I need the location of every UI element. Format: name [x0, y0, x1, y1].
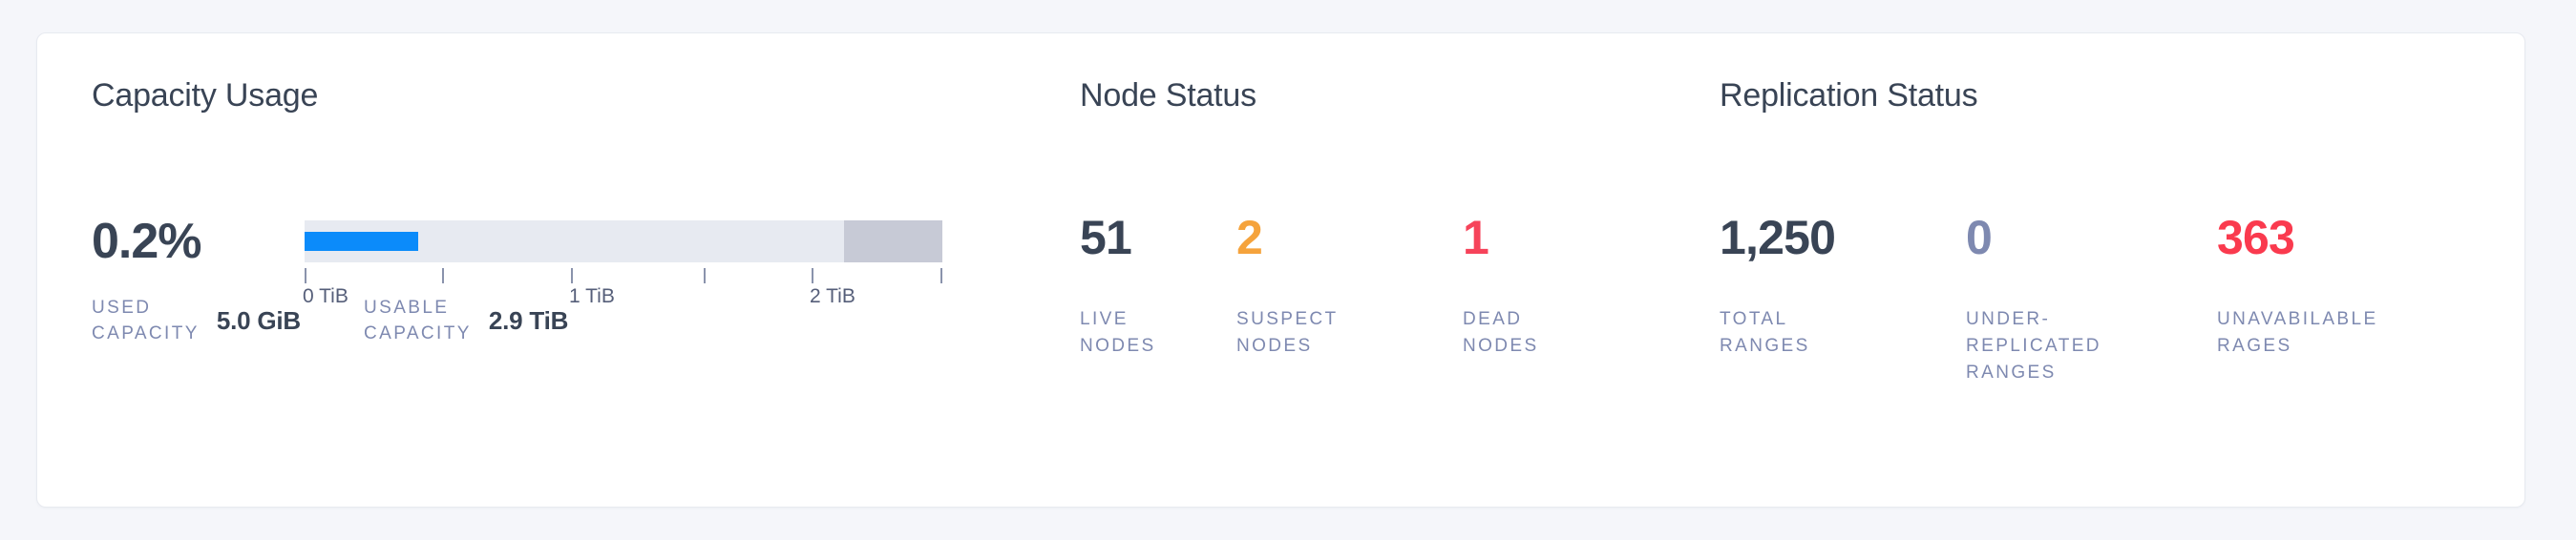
capacity-bar-unusable-segment	[844, 220, 942, 262]
under-replicated-ranges-value: 0	[1966, 211, 1993, 264]
capacity-bar-used-segment	[305, 232, 418, 251]
axis-tick-label-1: 1 TiB	[569, 285, 615, 307]
capacity-bar-track	[305, 220, 942, 262]
used-capacity-stat: USED CAPACITY 5.0 GiB	[92, 296, 301, 347]
suspect-nodes-value: 2	[1236, 211, 1263, 264]
capacity-percent-value: 0.2%	[92, 214, 202, 269]
axis-tick-label-2: 2 TiB	[810, 285, 855, 307]
axis-tick	[812, 268, 813, 283]
usable-capacity-label: USABLE CAPACITY	[364, 298, 472, 343]
axis-tick	[704, 268, 706, 283]
capacity-bar-chart: 0 TiB 1 TiB 2 TiB	[303, 220, 942, 312]
total-ranges-label: TOTAL RANGES	[1720, 309, 1810, 357]
axis-tick	[940, 268, 942, 283]
capacity-usage-section: Capacity Usage 0.2% 0 TiB 1 TiB 2 TiB	[92, 33, 1008, 507]
unavailable-ranges-label: UNAVABILABLE RAGES	[2217, 309, 2378, 357]
total-ranges-value: 1,250	[1720, 211, 1836, 264]
axis-tick	[442, 268, 444, 283]
under-replicated-ranges-label: UNDER- REPLICATED RANGES	[1966, 309, 2101, 384]
suspect-nodes-label: SUSPECT NODES	[1236, 309, 1339, 357]
live-nodes-label: LIVE NODES	[1080, 309, 1156, 357]
capacity-axis: 0 TiB 1 TiB 2 TiB	[303, 262, 942, 312]
used-capacity-label: USED CAPACITY	[92, 298, 200, 343]
dead-nodes-value: 1	[1463, 211, 1489, 264]
dead-nodes-label: DEAD NODES	[1463, 309, 1539, 357]
node-status-title: Node Status	[1080, 77, 1256, 114]
usable-capacity-stat: USABLE CAPACITY 2.9 TiB	[364, 296, 568, 347]
cluster-summary-card: Capacity Usage 0.2% 0 TiB 1 TiB 2 TiB	[36, 32, 2525, 508]
usable-capacity-value: 2.9 TiB	[488, 306, 569, 336]
unavailable-ranges-value: 363	[2217, 211, 2295, 264]
used-capacity-value: 5.0 GiB	[216, 306, 302, 336]
live-nodes-value: 51	[1080, 211, 1132, 264]
axis-tick	[305, 268, 306, 283]
axis-tick	[571, 268, 573, 283]
axis-tick-label-0: 0 TiB	[303, 285, 348, 307]
capacity-usage-title: Capacity Usage	[92, 77, 319, 114]
replication-status-title: Replication Status	[1720, 77, 1978, 114]
